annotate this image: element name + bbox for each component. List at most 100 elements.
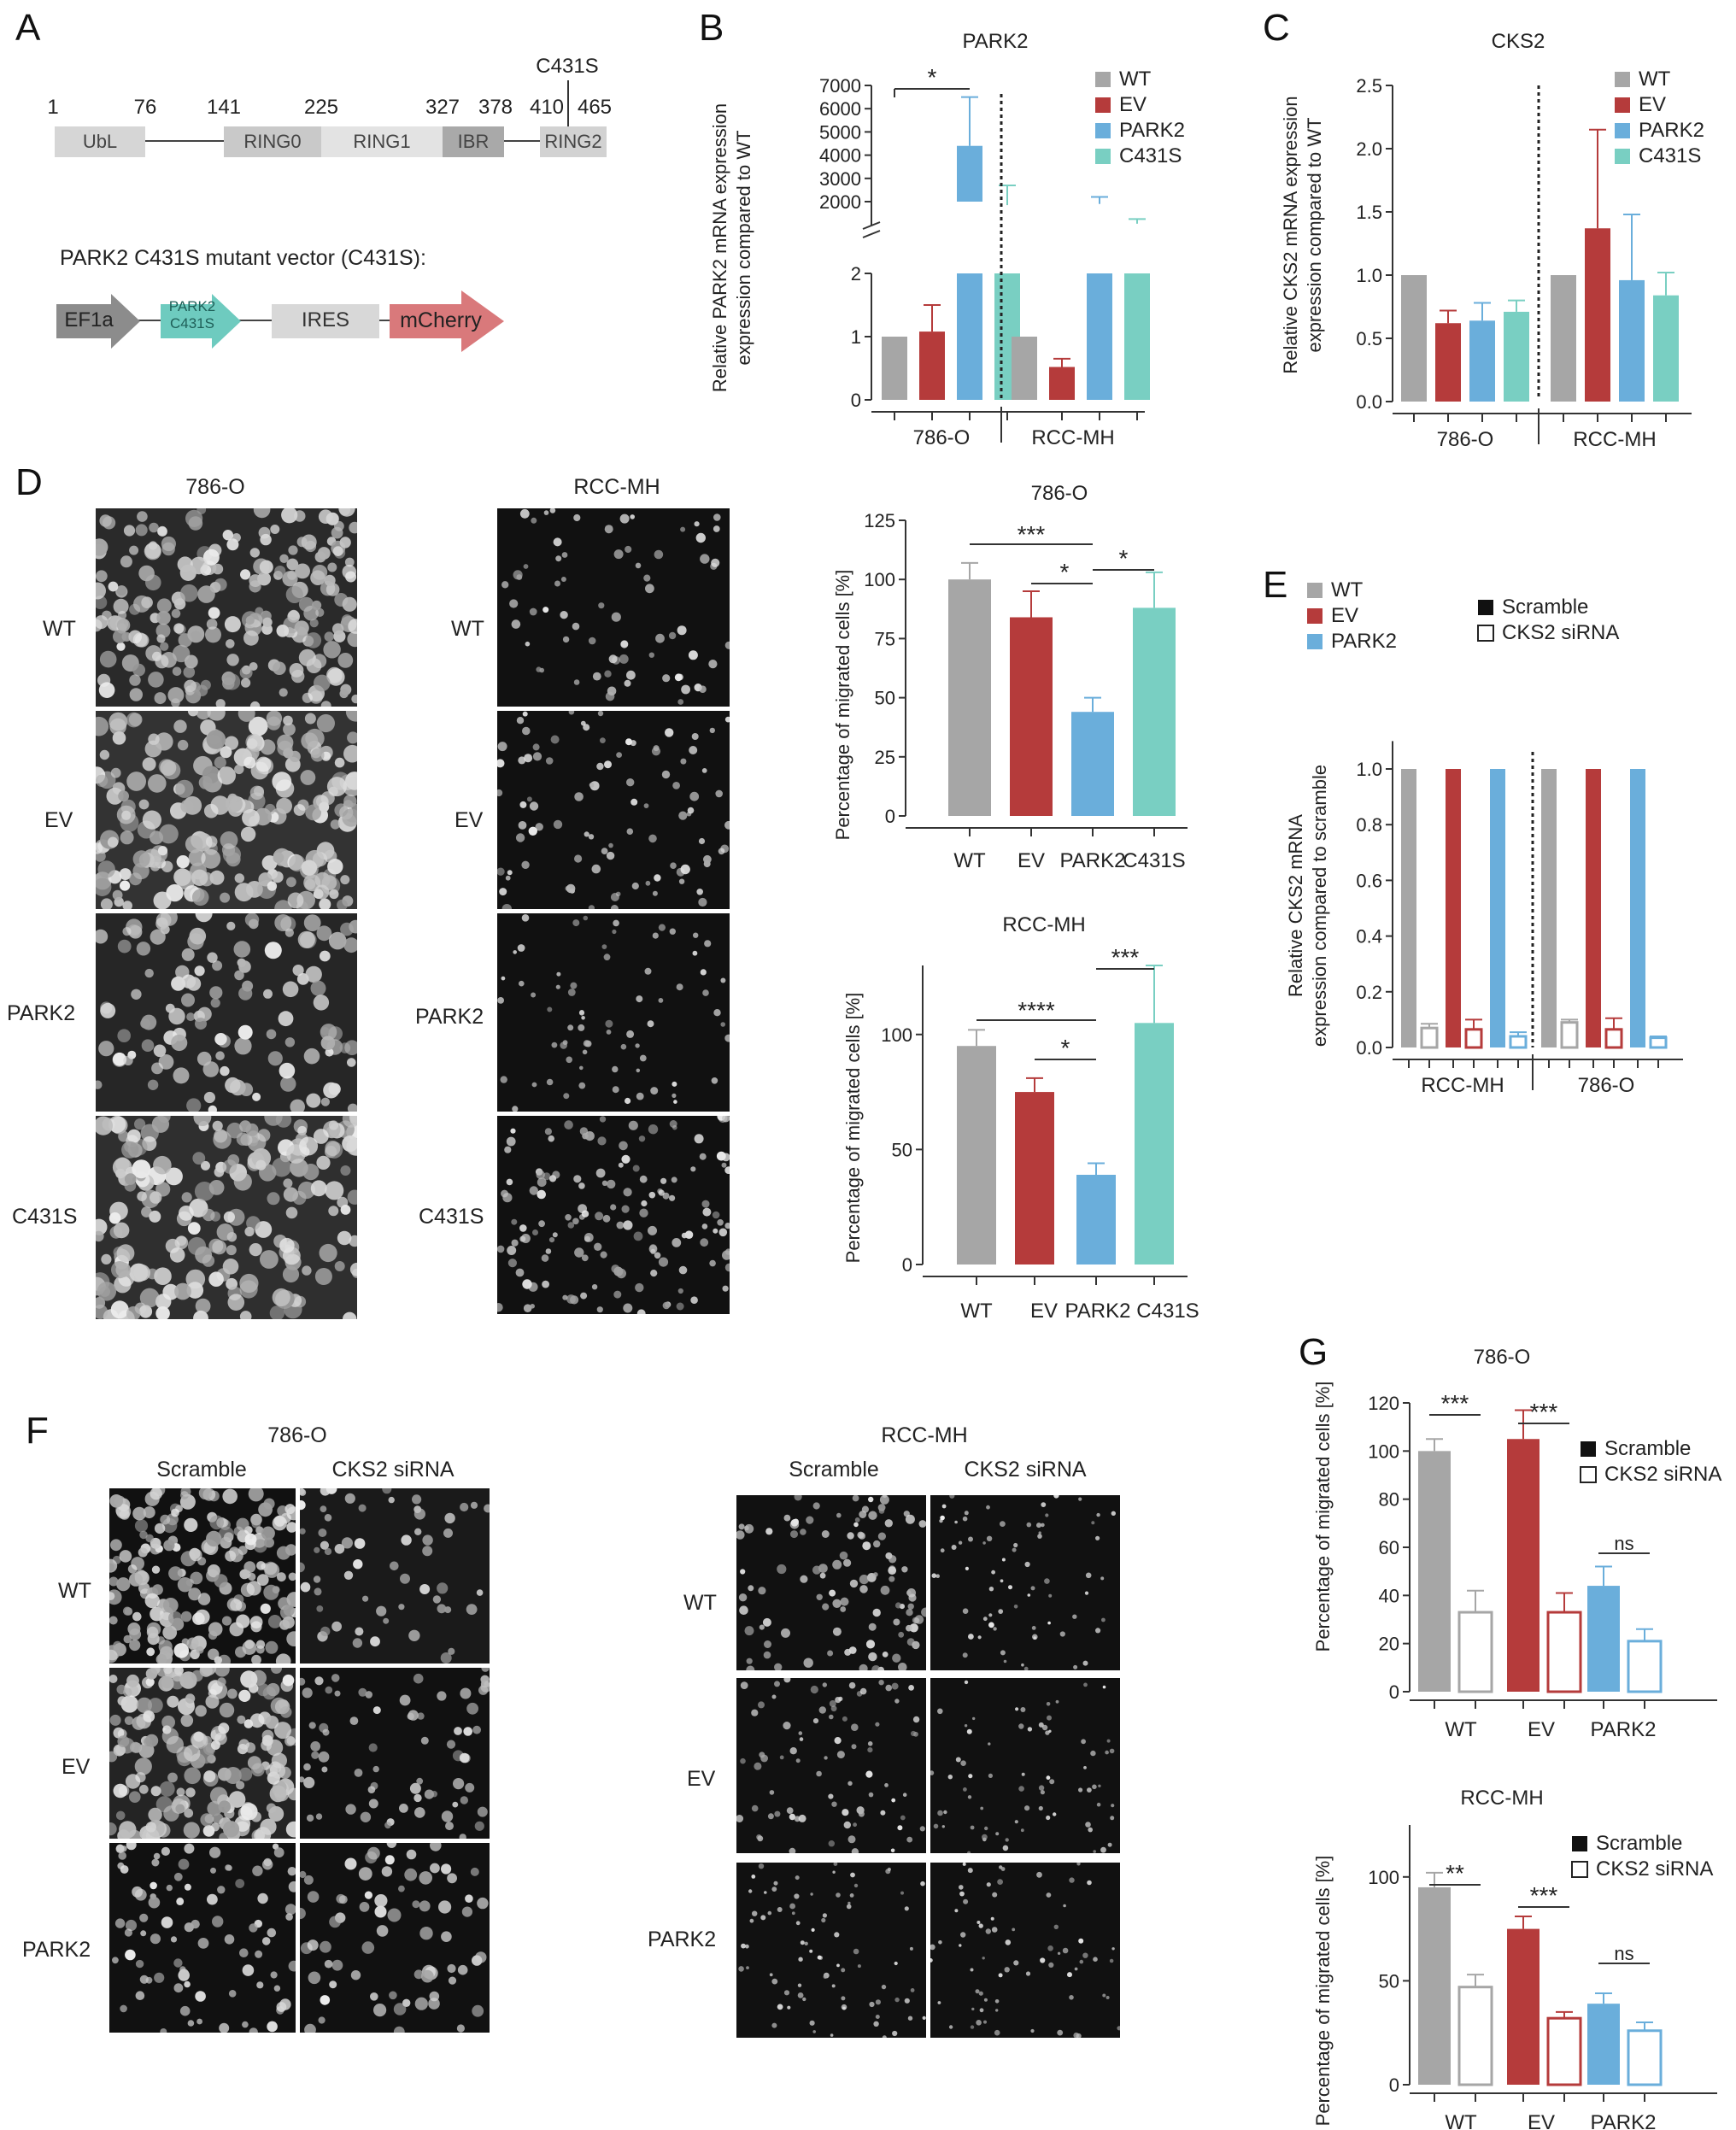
cell-nucleus [334, 1544, 345, 1554]
cell-nucleus [984, 1826, 988, 1831]
b-sig-label: * [928, 64, 937, 91]
cell-nucleus [238, 960, 251, 973]
cell-nucleus [267, 881, 278, 891]
cell-nucleus [222, 1259, 239, 1275]
cell-nucleus [247, 1756, 261, 1770]
cell-nucleus [581, 1254, 589, 1262]
f-col-sirna-rccmh: CKS2 siRNA [964, 1458, 1087, 1482]
cell-nucleus [386, 1843, 397, 1848]
cell-nucleus [619, 654, 629, 664]
d2-bar-PARK2 [1076, 1175, 1116, 1265]
cell-nucleus [209, 870, 225, 885]
cell-nucleus [829, 1714, 834, 1720]
cell-nucleus [1053, 1812, 1057, 1816]
cell-nucleus [120, 2004, 127, 2013]
cell-nucleus [307, 1939, 319, 1951]
cell-nucleus [574, 792, 584, 801]
cell-nucleus [131, 989, 142, 1000]
c-yaxis-tick-label-2: 1.0 [1356, 265, 1382, 286]
cell-nucleus [267, 1739, 284, 1757]
cell-nucleus [497, 742, 507, 752]
cell-nucleus [616, 752, 622, 758]
cell-nucleus [195, 913, 213, 923]
cell-nucleus [173, 1983, 184, 1993]
cell-nucleus [596, 762, 604, 771]
cell-nucleus [99, 650, 117, 668]
f-row-label-park2-rcc: PARK2 [648, 1928, 717, 1951]
cell-nucleus [822, 1603, 830, 1611]
cell-nucleus [620, 1043, 627, 1050]
f-row-label-ev: EV [62, 1755, 91, 1779]
cell-nucleus [295, 563, 310, 579]
micrograph-canvas [930, 1863, 1120, 2038]
cell-nucleus [1000, 1650, 1006, 1656]
cell-nucleus [522, 711, 528, 717]
micrograph-canvas [96, 711, 357, 909]
cell-nucleus [511, 1218, 518, 1225]
e-bar-RCC-MH-EV-sirna [1464, 1028, 1483, 1049]
cell-nucleus [138, 799, 150, 810]
cell-nucleus [816, 1770, 822, 1777]
cell-nucleus [241, 678, 251, 688]
b-legend-label-3: C431S [1119, 144, 1182, 167]
cell-nucleus [305, 965, 322, 983]
cell-nucleus [162, 1625, 178, 1640]
d-row-label-wt-rcc: WT [451, 617, 484, 641]
cell-nucleus [307, 1891, 320, 1903]
cell-nucleus [803, 1658, 813, 1668]
cell-nucleus [1087, 1880, 1092, 1886]
cell-nucleus [186, 1098, 202, 1112]
cell-nucleus [325, 1047, 334, 1057]
f-row-label-wt: WT [58, 1579, 91, 1603]
cell-nucleus [154, 692, 167, 705]
cell-nucleus [645, 584, 654, 594]
cell-nucleus [1020, 1707, 1026, 1712]
cell-nucleus [545, 757, 554, 765]
e-bar-786-O-EV-sirna [1604, 1028, 1623, 1049]
cell-nucleus [359, 1902, 370, 1912]
cell-nucleus [789, 1903, 795, 1910]
cell-nucleus [507, 1259, 517, 1268]
cell-nucleus [795, 1921, 801, 1926]
g1-xlabel-2: PARK2 [1591, 1718, 1657, 1741]
cell-nucleus [288, 545, 298, 555]
micrograph-d-786o-c431s [96, 1116, 357, 1319]
c-bar-RCC-MH-EV [1585, 228, 1610, 402]
cell-nucleus [282, 1265, 300, 1283]
cell-nucleus [237, 1715, 246, 1724]
micrograph-canvas [96, 913, 357, 1112]
g2-bar-WT-sirna [1457, 1986, 1493, 2086]
c-bar-RCC-MH-WT [1551, 275, 1576, 402]
cell-nucleus [209, 986, 223, 1000]
cell-nucleus [370, 1636, 380, 1647]
micrograph-canvas [501, 508, 730, 705]
cell-nucleus [531, 992, 537, 998]
cell-nucleus [774, 1663, 783, 1670]
cell-nucleus [582, 1049, 588, 1055]
b-bar-RCC-MH-WT [1012, 337, 1037, 400]
cell-nucleus [1102, 1685, 1106, 1689]
cell-nucleus [1057, 1951, 1061, 1955]
cell-nucleus [566, 1056, 572, 1064]
cell-nucleus [228, 1791, 246, 1808]
cell-nucleus [252, 1865, 263, 1876]
micrograph-d-786o-ev [96, 711, 357, 909]
cell-nucleus [718, 848, 725, 855]
cell-nucleus [832, 1559, 842, 1570]
cell-nucleus [287, 1867, 296, 1876]
cell-nucleus [172, 666, 182, 677]
vector-title: PARK2 C431S mutant vector (C431S): [60, 246, 426, 270]
cell-nucleus [831, 1984, 836, 1988]
cell-nucleus [253, 508, 271, 519]
cell-nucleus [282, 1616, 295, 1629]
cell-nucleus [222, 1159, 238, 1174]
cell-nucleus [218, 1526, 234, 1542]
cell-nucleus [1093, 1957, 1098, 1962]
cell-nucleus [153, 1044, 167, 1058]
cell-nucleus [554, 580, 560, 587]
cell-nucleus [1096, 1512, 1100, 1517]
cell-nucleus [154, 1523, 166, 1534]
cell-nucleus [519, 508, 530, 519]
cell-nucleus [163, 1668, 173, 1675]
cell-nucleus [740, 1569, 746, 1575]
